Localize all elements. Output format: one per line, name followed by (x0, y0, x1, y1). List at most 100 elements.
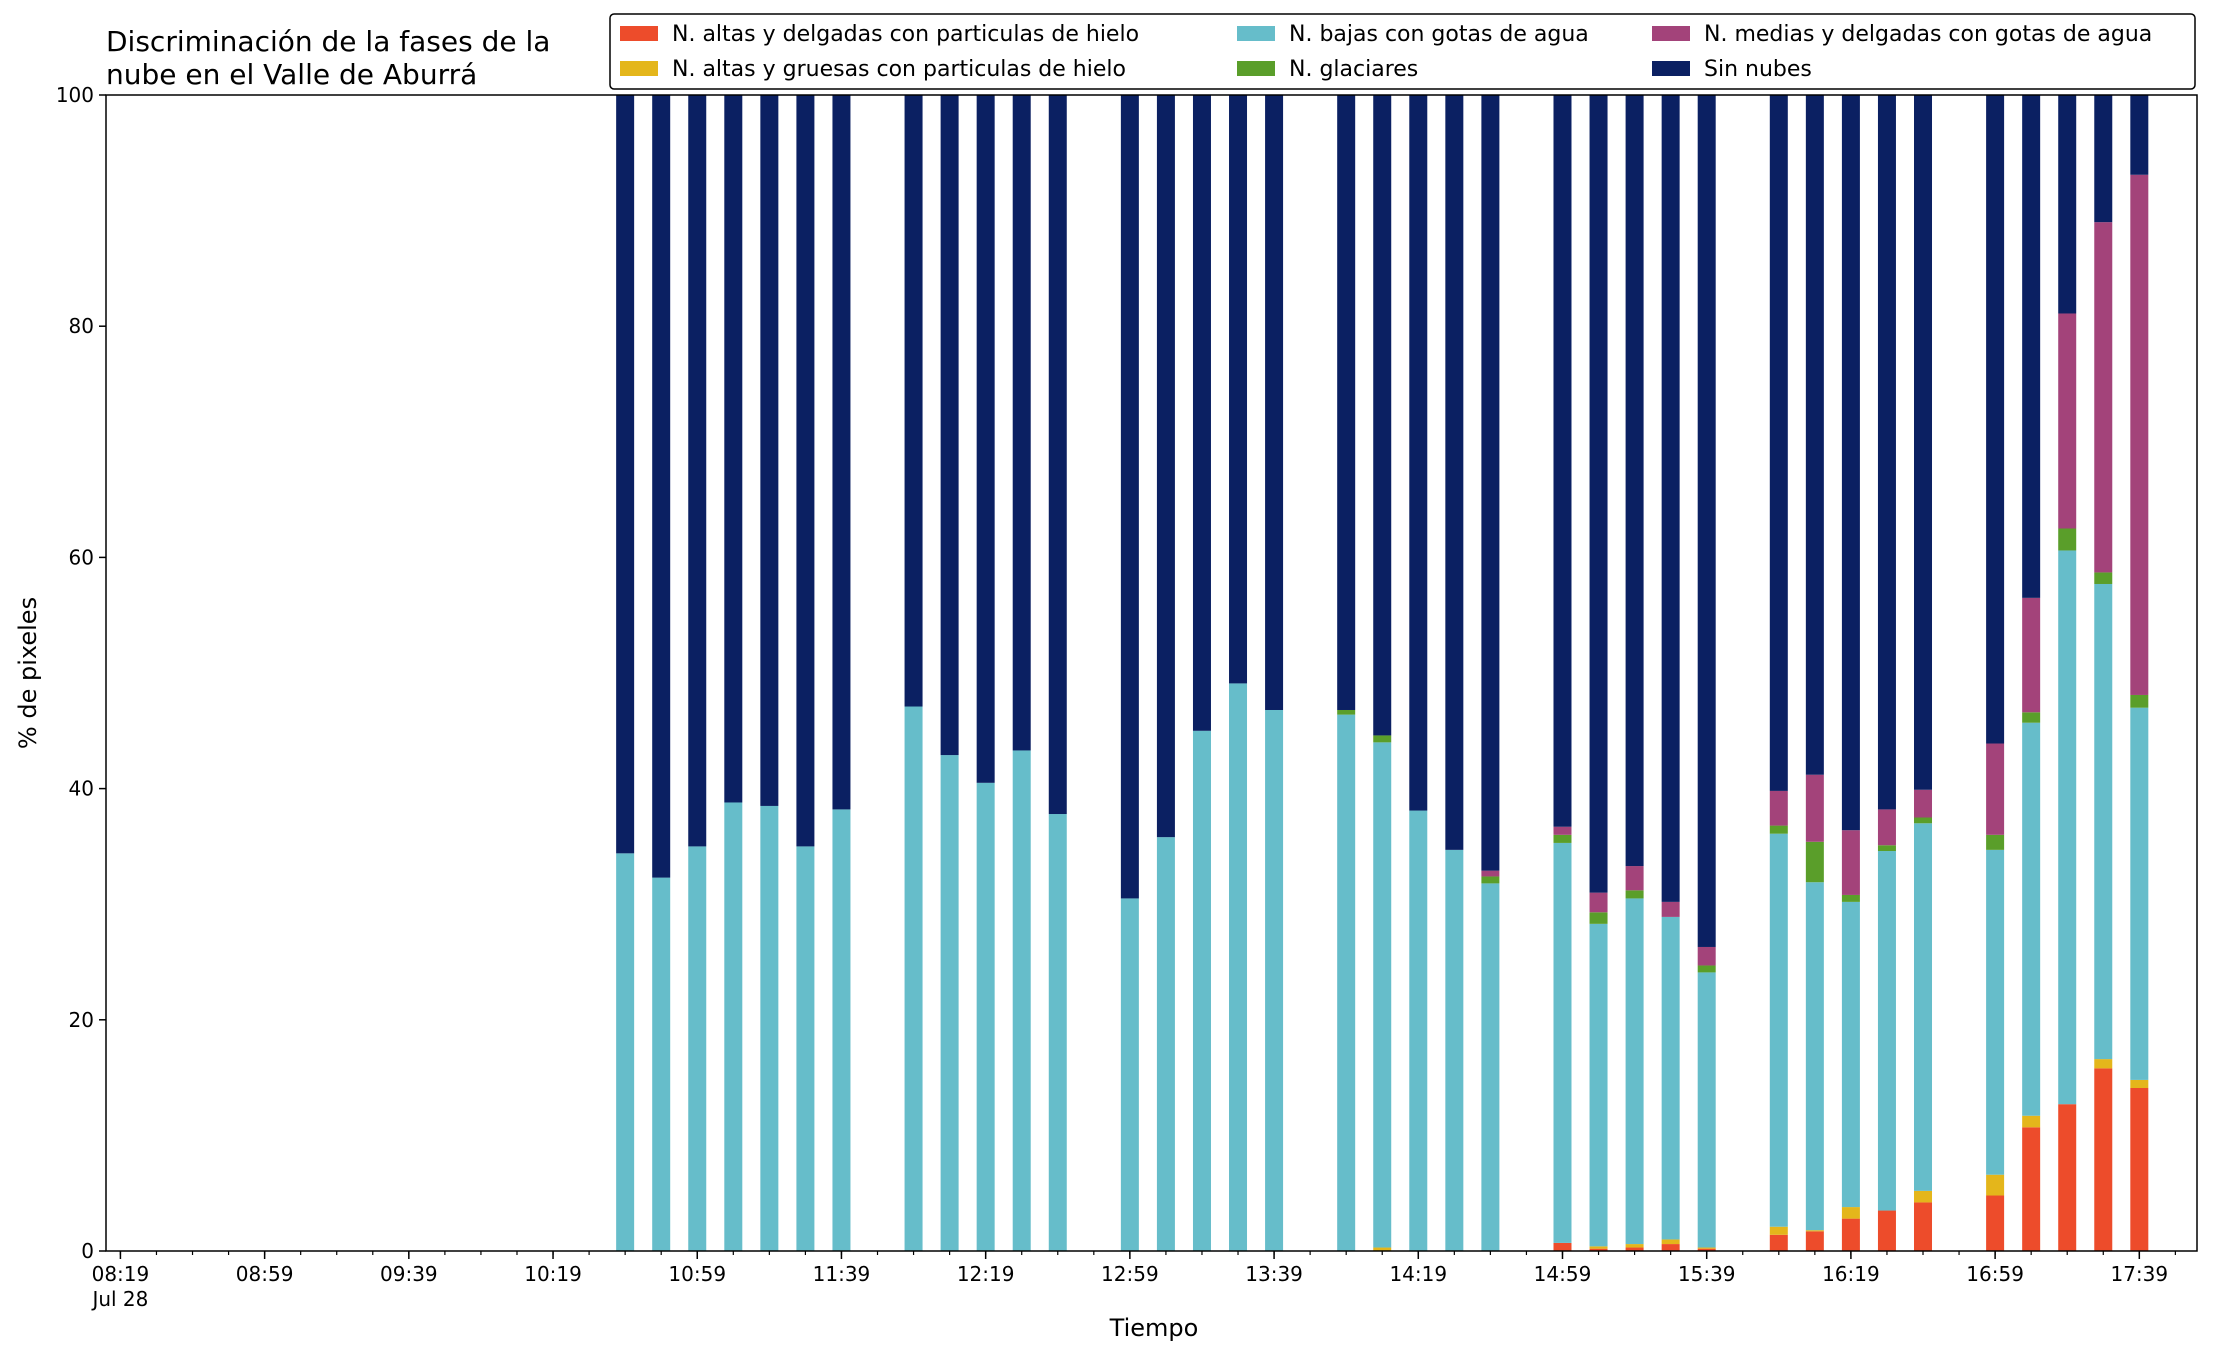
bar-segment-16:09-s4 (1805, 774, 1824, 842)
bar-segment-12:19-s5 (976, 95, 995, 783)
x-tick-label: 09:39 (380, 1262, 438, 1286)
bar-segment-11:19-s2 (760, 805, 779, 1251)
bar-segment-14:39-s2 (1481, 883, 1500, 1251)
bar-segment-16:39-s3 (1914, 817, 1933, 824)
bar-segment-16:19-s5 (1841, 95, 1860, 831)
legend-swatch (1652, 26, 1690, 41)
bar-segment-16:39-s1 (1914, 1190, 1933, 1203)
bar-segment-17:09-s1 (2022, 1115, 2041, 1128)
bar-segment-14:09-s2 (1373, 742, 1392, 1248)
y-axis-label: % de pixeles (14, 597, 42, 749)
bar-segment-17:39-s3 (2130, 694, 2149, 708)
bar-segment-16:29-s5 (1877, 95, 1896, 810)
y-tick-label: 40 (69, 777, 94, 801)
bar-segment-11:59-s2 (904, 706, 923, 1251)
chart-title-line-2: nube en el Valle de Aburrá (106, 58, 477, 91)
legend-label: N. glaciares (1289, 57, 1418, 82)
bar-segment-14:59-s4 (1553, 826, 1572, 835)
bar-segment-13:59-s2 (1337, 714, 1356, 1251)
bar-segment-13:29-s2 (1229, 683, 1248, 1251)
bar-segment-12:29-s5 (1012, 95, 1031, 751)
bar-segment-14:09-s5 (1373, 95, 1392, 736)
bar-segment-16:09-s2 (1805, 882, 1824, 1231)
y-tick-label: 60 (69, 545, 94, 569)
bar-segment-10:39-s5 (616, 95, 635, 854)
bar-segment-10:59-s2 (688, 846, 707, 1251)
bar-segment-14:59-s3 (1553, 834, 1572, 843)
bar-segment-15:19-s4 (1625, 866, 1644, 891)
bar-segment-14:09-s1 (1373, 1247, 1392, 1251)
legend-label: N. altas y gruesas con particulas de hie… (672, 57, 1126, 82)
bar-segment-11:09-s5 (724, 95, 743, 803)
bar-segment-11:19-s5 (760, 95, 779, 806)
bar-segment-13:09-s2 (1156, 837, 1175, 1251)
bar-segment-17:29-s3 (2094, 572, 2113, 584)
bar-segment-17:39-s4 (2130, 174, 2149, 695)
bar-segment-11:59-s5 (904, 95, 923, 707)
bar-segment-13:39-s5 (1265, 95, 1284, 710)
bar-segment-12:09-s2 (940, 755, 959, 1251)
bar-segment-16:59-s3 (1986, 834, 2005, 850)
bar-segment-14:19-s5 (1409, 95, 1428, 811)
bar-segment-15:29-s1 (1661, 1239, 1680, 1245)
y-tick-label: 20 (69, 1008, 94, 1032)
x-tick-label: 14:59 (1534, 1262, 1592, 1286)
bar-segment-15:29-s2 (1661, 916, 1680, 1240)
bar-segment-17:39-s0 (2130, 1088, 2149, 1251)
x-tick-label: 08:59 (236, 1262, 294, 1286)
bar-segment-13:59-s3 (1337, 709, 1356, 715)
bar-segment-11:29-s5 (796, 95, 815, 847)
bar-segment-17:39-s5 (2130, 95, 2149, 175)
bar-segment-14:39-s5 (1481, 95, 1500, 871)
bar-segment-17:19-s5 (2058, 95, 2077, 314)
bars-layer (616, 95, 2149, 1251)
y-tick-label: 80 (69, 314, 94, 338)
bar-segment-17:39-s1 (2130, 1079, 2149, 1089)
x-tick-label: 10:59 (668, 1262, 726, 1286)
bar-segment-15:09-s4 (1589, 892, 1608, 913)
x-tick-label: 11:39 (813, 1262, 871, 1286)
bar-segment-15:19-s5 (1625, 95, 1644, 867)
x-axis-label: Tiempo (1109, 1314, 1199, 1342)
bar-segment-17:09-s5 (2022, 95, 2041, 598)
x-tick-label: 16:19 (1822, 1262, 1880, 1286)
x-tick-sublabel: Jul 28 (90, 1287, 148, 1311)
bar-segment-15:09-s2 (1589, 923, 1608, 1247)
bar-segment-15:29-s0 (1661, 1244, 1680, 1251)
bar-segment-15:59-s4 (1769, 790, 1788, 826)
bar-segment-15:09-s5 (1589, 95, 1608, 893)
bar-segment-15:29-s5 (1661, 95, 1680, 902)
bar-segment-12:09-s5 (940, 95, 959, 756)
bar-segment-17:09-s3 (2022, 712, 2041, 723)
legend-label: Sin nubes (1704, 57, 1812, 82)
bar-segment-15:39-s5 (1697, 95, 1716, 947)
axes-frame (105, 94, 2198, 1252)
bar-segment-15:59-s0 (1769, 1234, 1788, 1251)
x-tick-label: 12:19 (957, 1262, 1015, 1286)
bar-segment-15:19-s2 (1625, 898, 1644, 1245)
bar-segment-17:19-s0 (2058, 1104, 2077, 1251)
bar-segment-14:39-s3 (1481, 876, 1500, 884)
bar-segment-15:09-s3 (1589, 912, 1608, 924)
x-tick-label: 14:19 (1389, 1262, 1447, 1286)
bar-segment-16:59-s4 (1986, 743, 2005, 835)
bar-segment-17:09-s0 (2022, 1127, 2041, 1251)
bar-segment-16:09-s1 (1805, 1230, 1824, 1232)
bar-segment-16:39-s4 (1914, 789, 1933, 818)
bar-segment-14:59-s0 (1553, 1242, 1572, 1251)
bar-segment-17:29-s4 (2094, 222, 2113, 573)
bar-segment-15:09-s0 (1589, 1248, 1608, 1251)
bar-segment-14:59-s5 (1553, 95, 1572, 827)
bar-segment-15:19-s0 (1625, 1247, 1644, 1251)
bar-segment-13:59-s5 (1337, 95, 1356, 710)
x-tick-label: 08:19 (92, 1262, 150, 1286)
x-tick-label: 13:39 (1245, 1262, 1303, 1286)
bar-segment-16:59-s0 (1986, 1195, 2005, 1251)
x-tick-label: 16:59 (1966, 1262, 2024, 1286)
chart-title-line-1: Discriminación de la fases de la (106, 25, 550, 58)
bar-segment-16:59-s1 (1986, 1174, 2005, 1196)
y-axis: 0 20 40 60 80 100 (56, 83, 106, 1263)
bar-segment-13:09-s5 (1156, 95, 1175, 838)
legend-swatch (1237, 26, 1275, 41)
